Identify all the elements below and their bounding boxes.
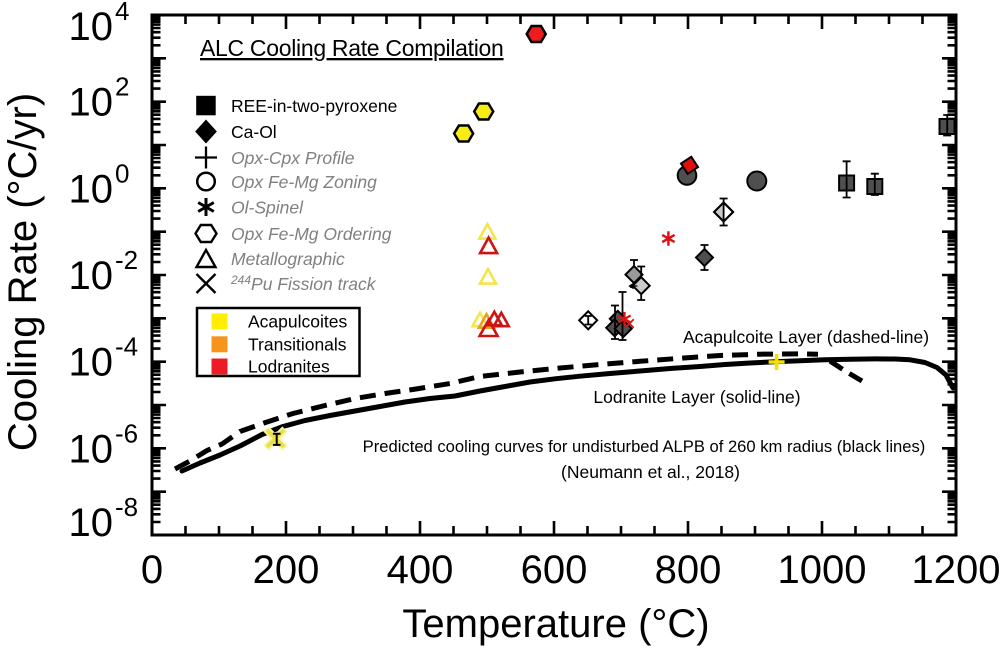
svg-text:244Pu Fission track: 244Pu Fission track (230, 273, 377, 294)
svg-text:-8: -8 (115, 492, 138, 522)
svg-text:Metallographic: Metallographic (231, 249, 345, 269)
svg-text:Ca-Ol: Ca-Ol (231, 122, 277, 142)
svg-text:2: 2 (115, 72, 129, 102)
svg-text:10: 10 (69, 427, 114, 471)
svg-text:10: 10 (69, 254, 114, 298)
svg-text:10: 10 (69, 341, 114, 385)
svg-text:200: 200 (253, 548, 320, 592)
svg-text:Lodranites: Lodranites (248, 357, 330, 377)
svg-text:Acapulcoite Layer (dashed-line: Acapulcoite Layer (dashed-line) (683, 327, 929, 347)
svg-text:0: 0 (115, 158, 129, 188)
svg-text:10: 10 (69, 167, 114, 211)
svg-text:Temperature (°C): Temperature (°C) (402, 602, 709, 646)
svg-text:0: 0 (141, 548, 163, 592)
svg-text:400: 400 (387, 548, 454, 592)
svg-text:4: 4 (115, 0, 129, 26)
svg-text:600: 600 (521, 548, 588, 592)
svg-text:Cooling Rate (°C/yr): Cooling Rate (°C/yr) (1, 93, 45, 451)
svg-text:Acapulcoites: Acapulcoites (248, 311, 347, 331)
svg-text:Opx Fe-Mg Ordering: Opx Fe-Mg Ordering (231, 224, 392, 244)
svg-text:Lodranite Layer (solid-line): Lodranite Layer (solid-line) (593, 387, 800, 407)
svg-text:-6: -6 (115, 418, 138, 448)
svg-text:REE-in-two-pyroxene: REE-in-two-pyroxene (231, 96, 397, 116)
svg-text:Opx Fe-Mg Zoning: Opx Fe-Mg Zoning (231, 172, 377, 192)
svg-text:10: 10 (69, 5, 114, 49)
svg-text:Ol-Spinel: Ol-Spinel (231, 198, 304, 218)
svg-text:ALC Cooling Rate Compilation: ALC Cooling Rate Compilation (200, 35, 504, 61)
svg-text:-4: -4 (115, 332, 138, 362)
svg-text:1000: 1000 (778, 548, 867, 592)
svg-text:800: 800 (655, 548, 722, 592)
svg-text:Transitionals: Transitionals (248, 334, 347, 354)
svg-text:1200: 1200 (912, 548, 999, 592)
svg-text:Opx-Cpx Profile: Opx-Cpx Profile (231, 148, 355, 168)
svg-text:10: 10 (69, 501, 114, 545)
svg-text:10: 10 (69, 81, 114, 125)
svg-text:Predicted cooling curves for u: Predicted cooling curves for undisturbed… (363, 437, 926, 456)
svg-text:(Neumann et al., 2018): (Neumann et al., 2018) (561, 462, 740, 482)
svg-text:-2: -2 (115, 245, 138, 275)
